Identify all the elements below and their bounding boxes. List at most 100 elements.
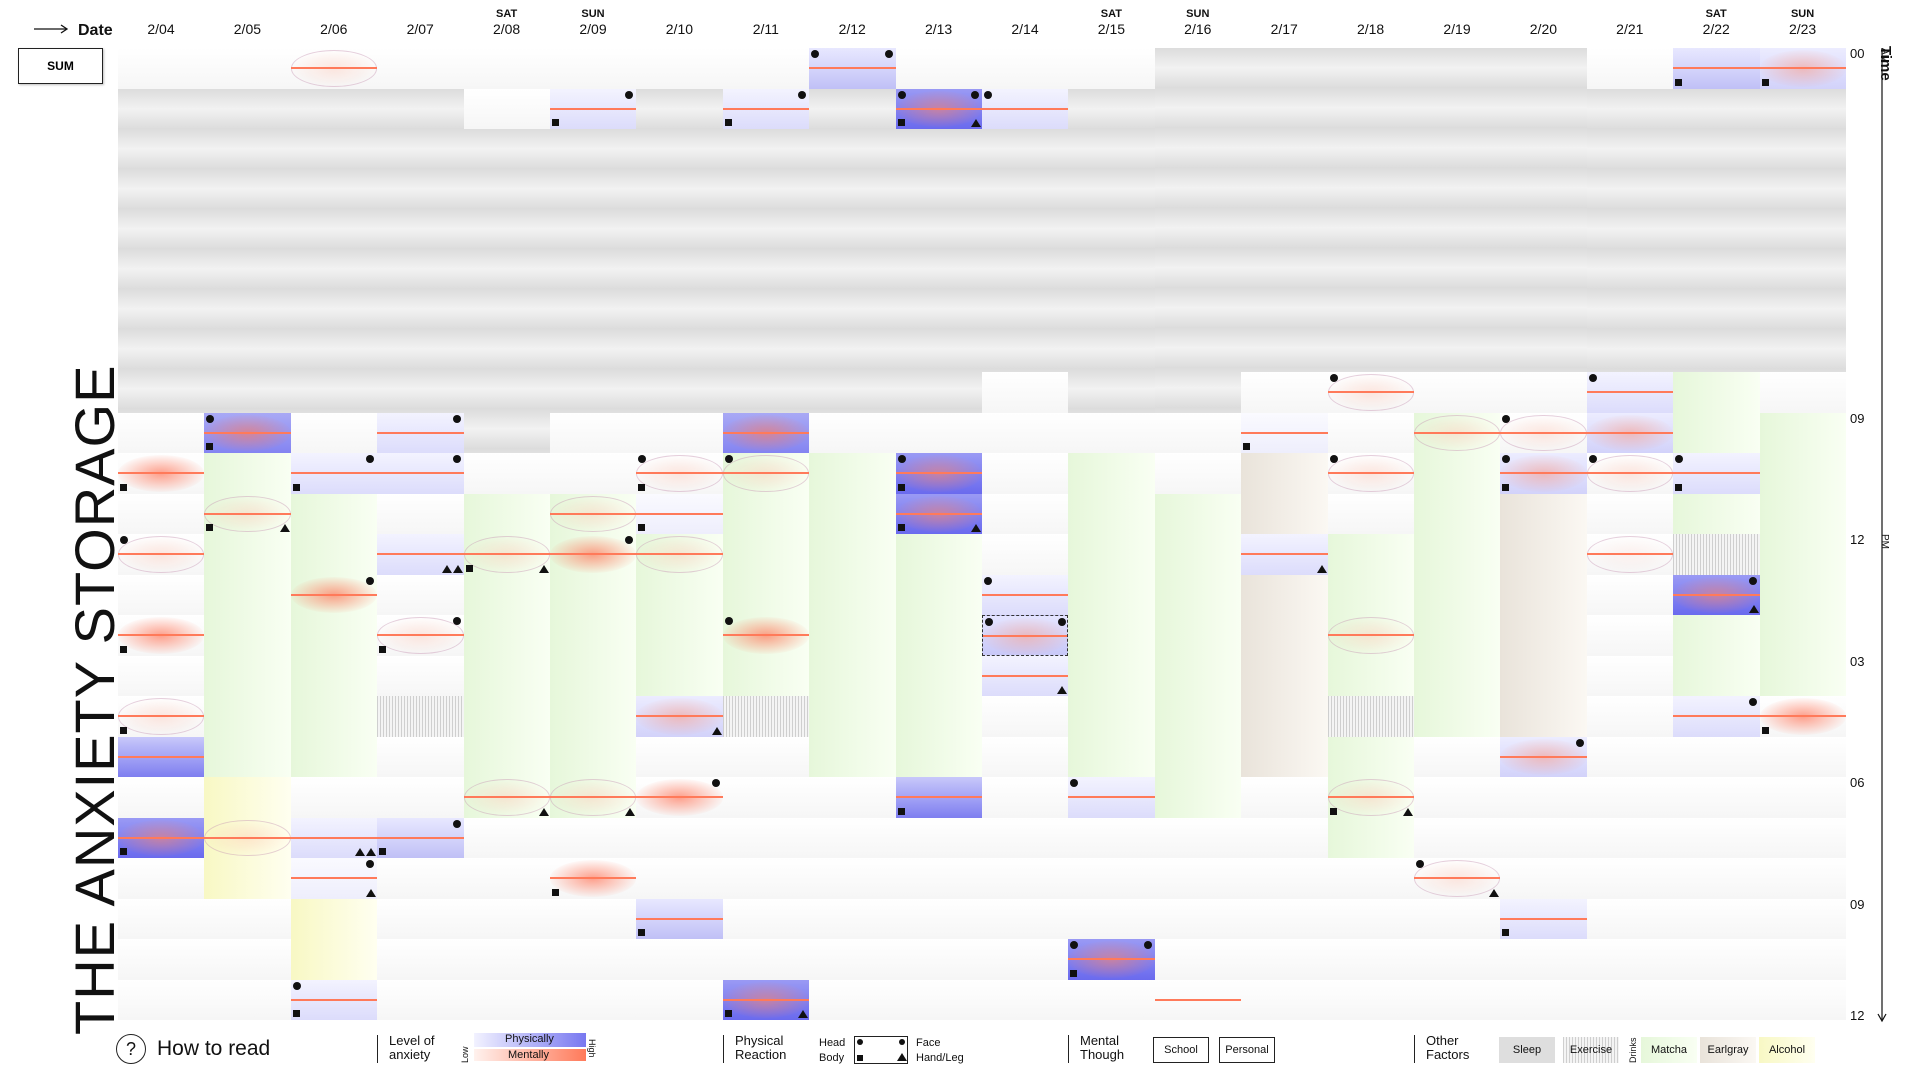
date-column-header[interactable]: SUN 2/16 xyxy=(1155,8,1241,37)
anxiety-event[interactable] xyxy=(636,453,723,494)
mental-anxiety-line xyxy=(290,998,378,1001)
anxiety-event[interactable] xyxy=(1500,736,1587,777)
anxiety-event[interactable] xyxy=(636,777,723,818)
date-column-header[interactable]: 2/06 xyxy=(291,8,377,37)
date-column-header[interactable]: 2/07 xyxy=(377,8,463,37)
anxiety-event[interactable] xyxy=(1068,777,1155,818)
date-label: 2/08 xyxy=(492,21,521,37)
anxiety-event[interactable] xyxy=(982,88,1069,129)
anxiety-event[interactable] xyxy=(895,777,982,818)
anxiety-event[interactable] xyxy=(1241,534,1328,575)
anxiety-event[interactable] xyxy=(118,615,205,656)
anxiety-event[interactable] xyxy=(1327,453,1414,494)
anxiety-event[interactable] xyxy=(1673,48,1760,89)
anxiety-event[interactable] xyxy=(290,453,378,494)
anxiety-event[interactable] xyxy=(377,412,464,453)
anxiety-event[interactable] xyxy=(550,494,637,535)
anxiety-event[interactable] xyxy=(377,817,464,858)
anxiety-event[interactable] xyxy=(1327,777,1414,818)
anxiety-event[interactable] xyxy=(722,88,810,129)
anxiety-event[interactable] xyxy=(550,777,637,818)
date-column-header[interactable]: 2/14 xyxy=(982,8,1068,37)
anxiety-event[interactable] xyxy=(722,615,810,656)
date-column-header[interactable]: 2/12 xyxy=(809,8,895,37)
anxiety-event[interactable] xyxy=(290,575,378,616)
anxiety-event[interactable] xyxy=(290,858,378,899)
anxiety-event[interactable] xyxy=(895,88,982,129)
anxiety-event[interactable] xyxy=(377,453,464,494)
anxiety-event[interactable] xyxy=(1586,412,1674,453)
anxiety-event[interactable] xyxy=(1759,48,1846,89)
date-column-header[interactable]: SUN 2/23 xyxy=(1760,8,1846,37)
anxiety-event[interactable] xyxy=(1327,372,1414,413)
anxiety-event[interactable] xyxy=(1414,413,1501,454)
anxiety-event[interactable] xyxy=(1500,413,1587,454)
anxiety-event[interactable] xyxy=(636,534,723,575)
anxiety-event[interactable] xyxy=(722,453,810,494)
anxiety-event[interactable] xyxy=(1500,453,1587,494)
anxiety-event[interactable] xyxy=(895,493,982,534)
anxiety-event[interactable] xyxy=(895,453,982,494)
anxiety-event[interactable] xyxy=(290,48,378,89)
date-column-header[interactable]: 2/11 xyxy=(723,8,809,37)
anxiety-event[interactable] xyxy=(463,777,550,818)
anxiety-event[interactable] xyxy=(550,88,637,129)
anxiety-event[interactable] xyxy=(118,696,205,737)
anxiety-event[interactable] xyxy=(1154,980,1242,1021)
anxiety-event[interactable] xyxy=(722,412,810,453)
anxiety-event[interactable] xyxy=(636,493,723,534)
anxiety-event[interactable] xyxy=(118,453,205,494)
anxiety-event[interactable] xyxy=(290,979,378,1020)
anxiety-event[interactable] xyxy=(722,979,810,1020)
anxiety-event[interactable] xyxy=(1759,696,1846,737)
date-column-header[interactable]: 2/05 xyxy=(204,8,290,37)
date-column-header[interactable]: SUN 2/09 xyxy=(550,8,636,37)
anxiety-event[interactable] xyxy=(204,818,291,859)
date-column-header[interactable]: 2/21 xyxy=(1587,8,1673,37)
anxiety-event[interactable] xyxy=(809,48,896,89)
anxiety-event[interactable] xyxy=(1500,898,1587,939)
anxiety-event[interactable] xyxy=(1673,453,1760,494)
anxiety-event[interactable] xyxy=(377,534,464,575)
anxiety-event[interactable] xyxy=(290,817,378,858)
anxiety-event[interactable] xyxy=(1586,372,1674,413)
date-column-header[interactable]: 2/04 xyxy=(118,8,204,37)
anxiety-event[interactable] xyxy=(1586,453,1674,494)
anxiety-event[interactable] xyxy=(463,534,550,575)
anxiety-event[interactable] xyxy=(1414,858,1501,899)
date-column-header[interactable]: 2/17 xyxy=(1241,8,1327,37)
date-column-header[interactable]: 2/13 xyxy=(896,8,982,37)
date-column-header[interactable]: 2/19 xyxy=(1414,8,1500,37)
anxiety-event[interactable] xyxy=(377,615,464,656)
date-column-header[interactable]: 2/20 xyxy=(1500,8,1586,37)
anxiety-event[interactable] xyxy=(1068,939,1155,980)
anxiety-event[interactable] xyxy=(1673,574,1760,615)
anxiety-event[interactable] xyxy=(982,615,1070,656)
anxiety-event[interactable] xyxy=(636,696,723,737)
sum-button[interactable]: SUM xyxy=(18,48,103,84)
anxiety-event[interactable] xyxy=(1241,412,1328,453)
how-to-read-link[interactable]: How to read xyxy=(157,1037,271,1060)
anxiety-event[interactable] xyxy=(550,534,637,575)
anxiety-event[interactable] xyxy=(636,898,723,939)
help-icon[interactable]: ? xyxy=(116,1034,146,1064)
anxiety-event[interactable] xyxy=(1586,534,1674,575)
date-column-header[interactable]: 2/18 xyxy=(1328,8,1414,37)
anxiety-event[interactable] xyxy=(204,412,291,453)
anxiety-event[interactable] xyxy=(982,655,1069,696)
anxiety-event[interactable] xyxy=(1327,615,1414,656)
anxiety-event[interactable] xyxy=(204,494,291,535)
date-column-header[interactable]: SAT 2/08 xyxy=(464,8,550,37)
head-marker-icon xyxy=(897,90,906,99)
anxiety-event[interactable] xyxy=(1673,696,1760,737)
anxiety-event[interactable] xyxy=(550,858,637,899)
anxiety-event[interactable] xyxy=(982,574,1069,615)
date-column-header[interactable]: 2/10 xyxy=(636,8,722,37)
anxiety-event[interactable] xyxy=(118,736,205,777)
legend-reaction-label: Physical xyxy=(735,1033,784,1048)
date-column-header[interactable]: SAT 2/22 xyxy=(1673,8,1759,37)
anxiety-event[interactable] xyxy=(118,534,205,575)
day-of-week-label xyxy=(723,8,809,21)
date-column-header[interactable]: SAT 2/15 xyxy=(1068,8,1154,37)
anxiety-event[interactable] xyxy=(118,817,205,858)
